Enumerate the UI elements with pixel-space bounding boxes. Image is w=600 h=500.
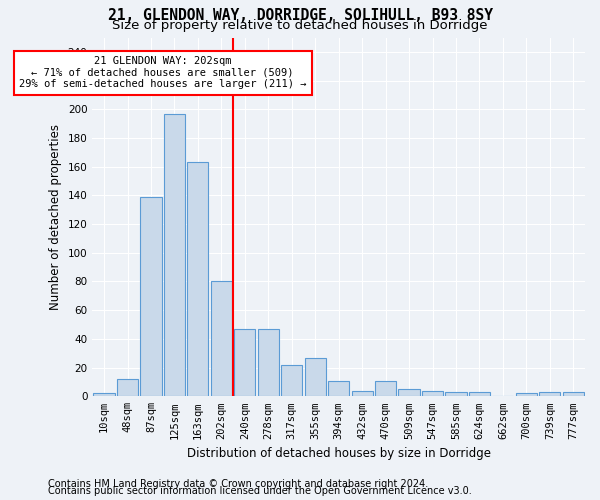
- Bar: [140, 197, 161, 396]
- Text: Size of property relative to detached houses in Dorridge: Size of property relative to detached ho…: [112, 19, 488, 32]
- Bar: [117, 379, 138, 396]
- Bar: [516, 394, 537, 396]
- Text: 21 GLENDON WAY: 202sqm
← 71% of detached houses are smaller (509)
29% of semi-de: 21 GLENDON WAY: 202sqm ← 71% of detached…: [19, 56, 307, 90]
- Bar: [164, 114, 185, 397]
- X-axis label: Distribution of detached houses by size in Dorridge: Distribution of detached houses by size …: [187, 447, 491, 460]
- Bar: [234, 329, 256, 396]
- Bar: [328, 380, 349, 396]
- Bar: [539, 392, 560, 396]
- Bar: [211, 282, 232, 397]
- Bar: [422, 390, 443, 396]
- Text: Contains public sector information licensed under the Open Government Licence v3: Contains public sector information licen…: [48, 486, 472, 496]
- Bar: [94, 394, 115, 396]
- Bar: [187, 162, 208, 396]
- Text: Contains HM Land Registry data © Crown copyright and database right 2024.: Contains HM Land Registry data © Crown c…: [48, 479, 428, 489]
- Y-axis label: Number of detached properties: Number of detached properties: [49, 124, 62, 310]
- Bar: [563, 392, 584, 396]
- Bar: [469, 392, 490, 396]
- Bar: [398, 389, 419, 396]
- Bar: [305, 358, 326, 397]
- Bar: [375, 380, 396, 396]
- Text: 21, GLENDON WAY, DORRIDGE, SOLIHULL, B93 8SY: 21, GLENDON WAY, DORRIDGE, SOLIHULL, B93…: [107, 8, 493, 22]
- Bar: [445, 392, 467, 396]
- Bar: [352, 390, 373, 396]
- Bar: [281, 364, 302, 396]
- Bar: [258, 329, 279, 396]
